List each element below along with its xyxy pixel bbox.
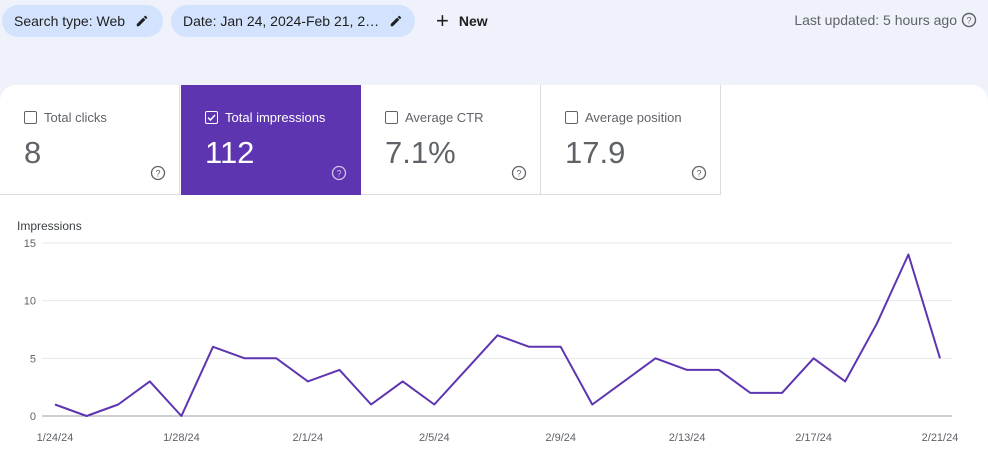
last-updated: Last updated: 5 hours ago ? — [794, 12, 977, 28]
svg-text:?: ? — [696, 169, 701, 179]
help-icon[interactable]: ? — [511, 165, 527, 181]
y-tick-label: 5 — [30, 353, 36, 365]
data-point[interactable] — [493, 330, 503, 340]
metric-label: Total clicks — [44, 110, 107, 125]
date-range-label: Date: Jan 24, 2024-Feb 21, 2… — [183, 13, 380, 29]
data-point[interactable] — [176, 411, 186, 421]
data-point[interactable] — [240, 353, 250, 363]
x-tick-label: 2/13/24 — [669, 432, 706, 444]
help-icon[interactable]: ? — [691, 165, 707, 181]
impressions-chart: Impressions 0 5 10 15 1/24/24 1/28/24 2/1/24 2… — [17, 219, 959, 444]
data-point[interactable] — [903, 250, 913, 260]
data-point[interactable] — [50, 399, 60, 409]
data-point[interactable] — [872, 319, 882, 329]
svg-text:?: ? — [336, 169, 341, 179]
data-point[interactable] — [777, 388, 787, 398]
checkbox-icon[interactable] — [565, 111, 578, 124]
y-tick-label: 15 — [24, 238, 36, 250]
data-point[interactable] — [82, 411, 92, 421]
new-filter-label: New — [458, 13, 488, 29]
metric-label: Average CTR — [405, 110, 484, 125]
y-axis-title: Impressions — [17, 219, 82, 233]
date-range-chip[interactable]: Date: Jan 24, 2024-Feb 21, 2… — [171, 5, 415, 37]
last-updated-text: Last updated: 5 hours ago — [794, 12, 957, 28]
help-icon[interactable]: ? — [961, 12, 977, 28]
data-point[interactable] — [619, 376, 629, 386]
checkbox-checked-icon[interactable] — [205, 111, 218, 124]
data-point[interactable] — [714, 365, 724, 375]
plus-icon: + — [436, 8, 449, 33]
search-type-label: Search type: Web — [14, 13, 126, 29]
data-point[interactable] — [461, 365, 471, 375]
x-tick-label: 1/28/24 — [163, 432, 200, 444]
filter-bar: Search type: Web Date: Jan 24, 2024-Feb … — [0, 0, 988, 44]
x-tick-label: 2/17/24 — [795, 432, 832, 444]
y-tick-label: 0 — [30, 411, 36, 423]
metric-value: 7.1% — [385, 135, 456, 170]
data-point[interactable] — [208, 342, 218, 352]
data-point[interactable] — [840, 376, 850, 386]
pencil-icon — [390, 15, 402, 27]
chart-grid — [42, 242, 952, 417]
data-point[interactable] — [935, 353, 945, 363]
new-filter-button[interactable]: + New — [430, 5, 494, 37]
x-tick-label: 2/9/24 — [545, 432, 576, 444]
checkbox-icon[interactable] — [385, 111, 398, 124]
data-point[interactable] — [682, 365, 692, 375]
data-point[interactable] — [524, 342, 534, 352]
svg-text:?: ? — [155, 169, 160, 179]
pencil-icon — [136, 15, 148, 27]
metric-total-impressions[interactable]: Total impressions 112 ? — [181, 85, 361, 195]
metric-value: 17.9 — [565, 135, 626, 170]
data-point[interactable] — [745, 388, 755, 398]
x-tick-label: 2/5/24 — [419, 432, 450, 444]
svg-text:?: ? — [966, 16, 971, 26]
performance-card: Total clicks 8 ? Total impressions 112 ?… — [0, 85, 988, 475]
data-point[interactable] — [334, 365, 344, 375]
data-point[interactable] — [651, 353, 661, 363]
data-point[interactable] — [271, 353, 281, 363]
metric-value: 112 — [205, 135, 255, 170]
data-point[interactable] — [303, 376, 313, 386]
metric-average-ctr[interactable]: Average CTR 7.1% ? — [361, 85, 541, 195]
y-tick-label: 10 — [24, 296, 36, 308]
help-icon[interactable]: ? — [150, 165, 166, 181]
series-line-impressions — [54, 253, 941, 417]
data-point[interactable] — [398, 376, 408, 386]
metric-label: Average position — [585, 110, 682, 125]
data-point[interactable] — [809, 353, 819, 363]
data-point[interactable] — [366, 399, 376, 409]
metric-total-clicks[interactable]: Total clicks 8 ? — [0, 85, 180, 195]
data-point[interactable] — [429, 399, 439, 409]
data-points — [50, 250, 945, 421]
help-icon[interactable]: ? — [331, 165, 347, 181]
metric-value: 8 — [24, 135, 42, 170]
metric-average-position[interactable]: Average position 17.9 ? — [541, 85, 721, 195]
data-point[interactable] — [145, 376, 155, 386]
y-tick-labels: 0 5 10 15 — [24, 238, 36, 423]
data-point[interactable] — [556, 342, 566, 352]
svg-text:?: ? — [516, 169, 521, 179]
x-tick-labels: 1/24/24 1/28/24 2/1/24 2/5/24 2/9/24 2/13/24 2… — [37, 432, 959, 444]
x-tick-label: 2/1/24 — [293, 432, 324, 444]
x-tick-label: 1/24/24 — [37, 432, 74, 444]
search-type-chip[interactable]: Search type: Web — [2, 5, 163, 37]
data-point[interactable] — [113, 399, 123, 409]
metric-label: Total impressions — [225, 110, 326, 125]
data-point[interactable] — [587, 399, 597, 409]
checkbox-icon[interactable] — [24, 111, 37, 124]
x-tick-label: 2/21/24 — [922, 432, 959, 444]
